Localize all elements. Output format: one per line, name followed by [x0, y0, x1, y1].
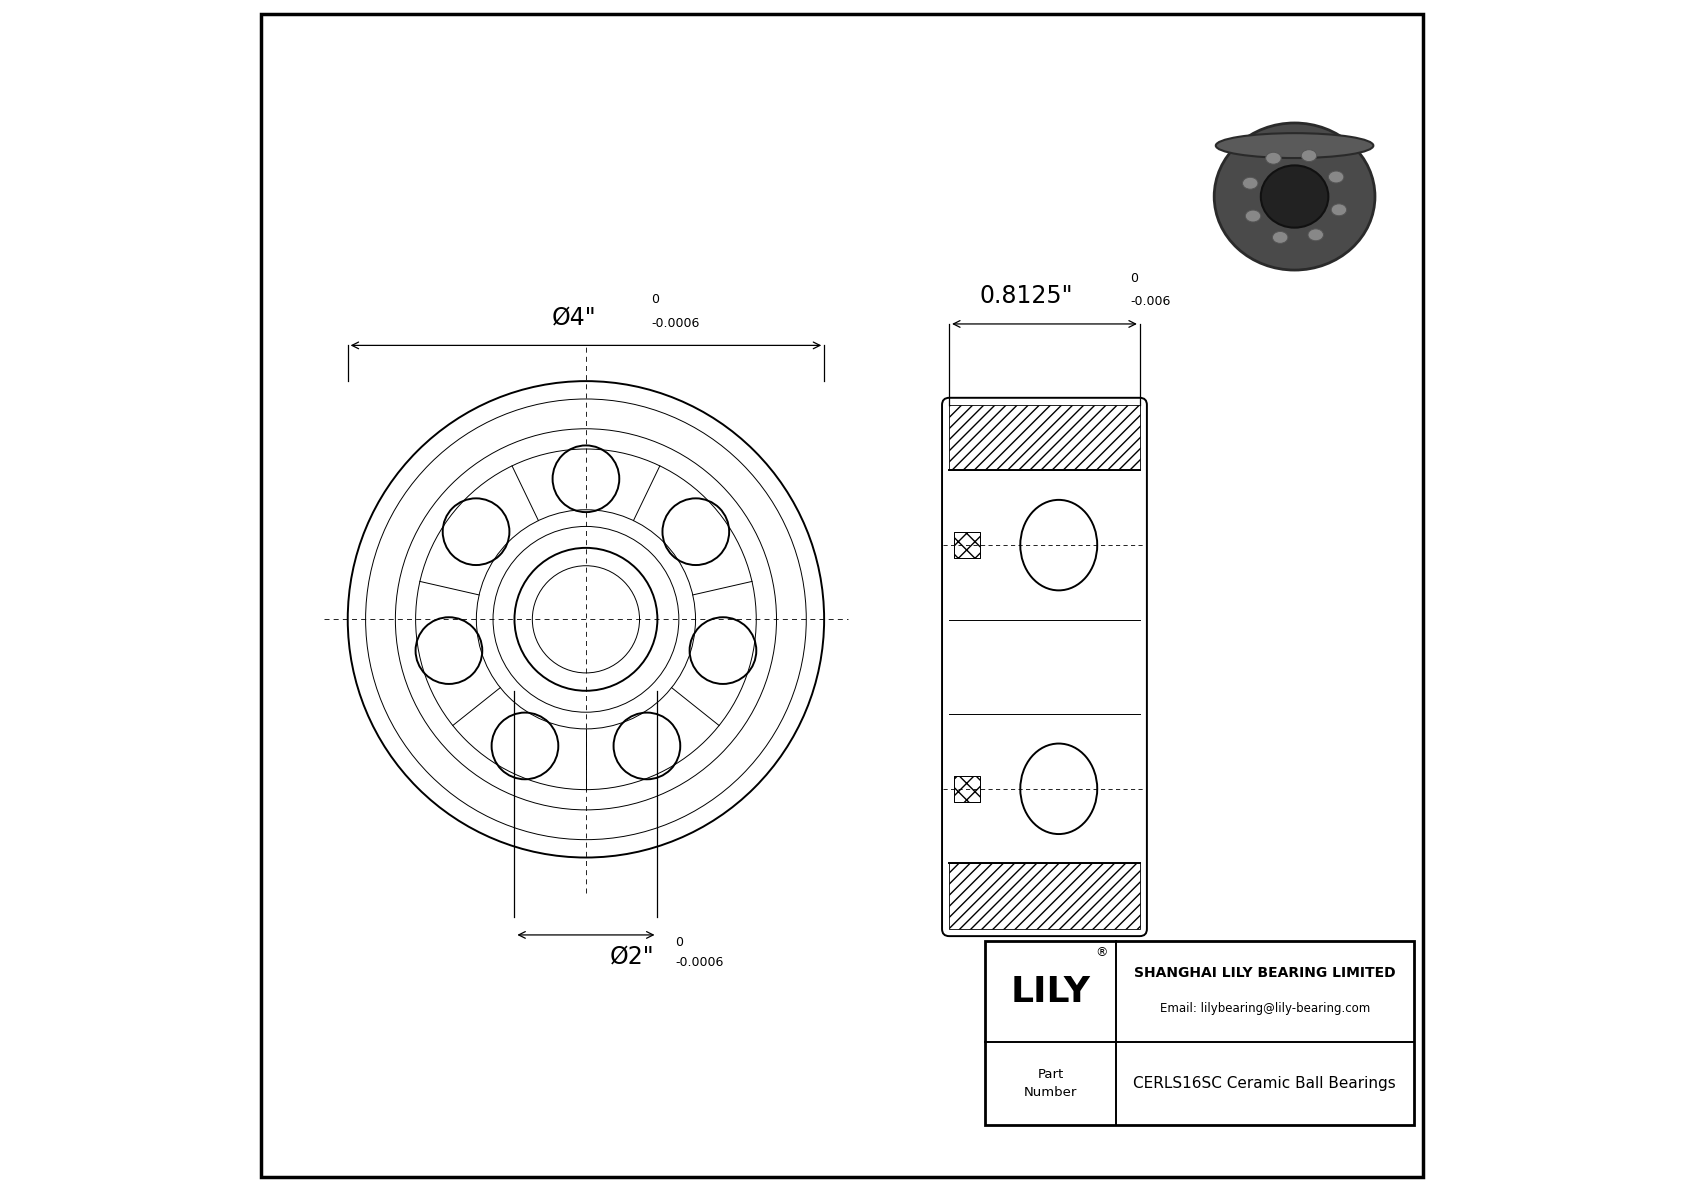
Bar	[950, 863, 1140, 929]
Ellipse shape	[1330, 204, 1347, 216]
Text: -0.006: -0.006	[1130, 295, 1170, 308]
Text: -0.0006: -0.0006	[652, 317, 701, 330]
Ellipse shape	[1329, 172, 1344, 183]
Text: CERLS16SC Ceramic Ball Bearings: CERLS16SC Ceramic Ball Bearings	[1133, 1077, 1396, 1091]
Ellipse shape	[1266, 152, 1282, 164]
Text: 0.8125": 0.8125"	[980, 285, 1073, 308]
Text: SHANGHAI LILY BEARING LIMITED: SHANGHAI LILY BEARING LIMITED	[1133, 966, 1396, 980]
Ellipse shape	[1243, 177, 1258, 189]
Ellipse shape	[1244, 210, 1261, 222]
Text: -0.0006: -0.0006	[675, 956, 724, 969]
Text: Email: lilybearing@lily-bearing.com: Email: lilybearing@lily-bearing.com	[1160, 1002, 1369, 1015]
Ellipse shape	[1214, 123, 1374, 270]
Ellipse shape	[1216, 133, 1374, 158]
Text: 0: 0	[675, 936, 684, 949]
Ellipse shape	[1261, 166, 1329, 227]
Text: Ø2": Ø2"	[610, 944, 655, 968]
Text: ®: ®	[1096, 947, 1108, 960]
Text: Ø4": Ø4"	[552, 306, 596, 330]
Text: 0: 0	[1130, 272, 1138, 285]
Bar	[950, 405, 1140, 470]
Ellipse shape	[1308, 229, 1324, 241]
Ellipse shape	[1273, 231, 1288, 243]
Text: LILY: LILY	[1010, 974, 1090, 1009]
Bar	[953, 532, 980, 559]
Text: 0: 0	[652, 293, 660, 306]
Bar	[953, 532, 980, 559]
Bar	[985, 941, 1413, 1125]
Bar	[953, 775, 980, 802]
Text: Part
Number: Part Number	[1024, 1068, 1078, 1099]
Ellipse shape	[1302, 150, 1317, 162]
Bar	[953, 775, 980, 802]
